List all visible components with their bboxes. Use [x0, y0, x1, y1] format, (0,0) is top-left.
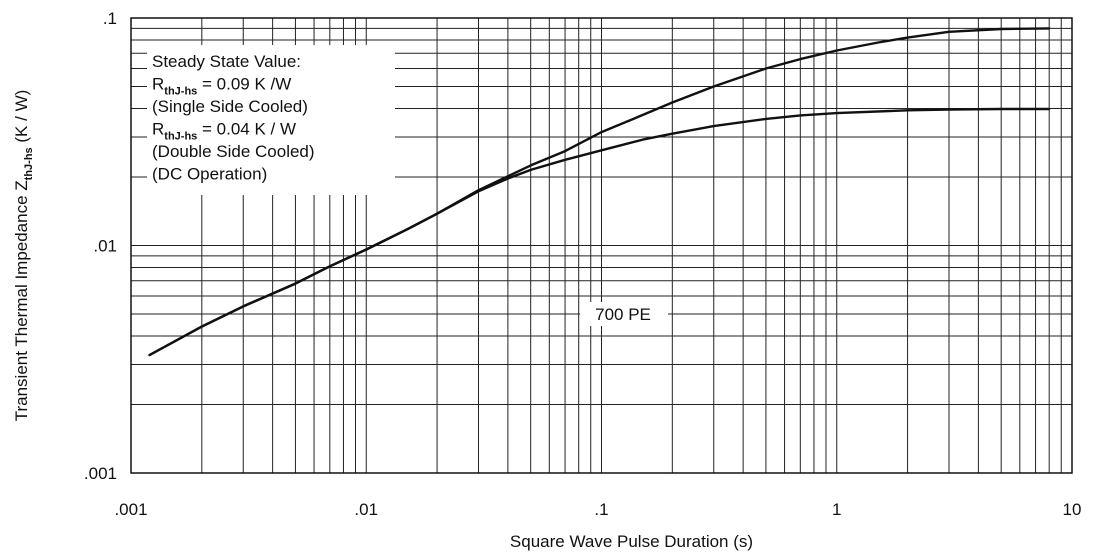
- annotation-line-4: RthJ-hs = 0.04 K / W: [152, 120, 296, 143]
- annotation-line-3: (Single Side Cooled): [152, 97, 308, 116]
- annotation-line-6: (DC Operation): [152, 165, 267, 184]
- series-layer: [148, 27, 1051, 357]
- x-tick-label: .001: [114, 500, 147, 519]
- annotation-line-1: Steady State Value:: [152, 52, 301, 71]
- y-tick-labels: .001 .01 .1: [84, 9, 117, 483]
- r-value-1: = 0.09 K /W: [197, 75, 291, 94]
- y-tick-label: .1: [103, 9, 117, 28]
- y-axis-label-subscript: thJ-hs: [23, 147, 35, 180]
- x-axis-label: Square Wave Pulse Duration (s): [510, 532, 753, 551]
- x-tick-labels: .001 .01 .1 1 10: [114, 500, 1081, 519]
- x-tick-label: 1: [832, 500, 841, 519]
- steady-state-annotation: Steady State Value: RthJ-hs = 0.09 K /W …: [147, 45, 395, 195]
- device-label: 700 PE: [595, 305, 651, 324]
- annotation-background: [147, 45, 395, 195]
- annotation-text: Steady State Value: RthJ-hs = 0.09 K /W …: [152, 52, 319, 184]
- r-symbol-2: R: [152, 120, 164, 139]
- annotation-line-5: (Double Side Cooled): [152, 142, 315, 161]
- r-symbol-1: R: [152, 75, 164, 94]
- device-label-background: [580, 302, 668, 326]
- series-line-2: [148, 107, 1051, 357]
- x-tick-label: .01: [354, 500, 378, 519]
- device-label-group: 700 PE: [580, 302, 668, 326]
- r-subscript-2: thJ-hs: [164, 131, 197, 143]
- annotation-line-2: RthJ-hs = 0.09 K /W: [152, 75, 291, 98]
- y-axis-label: Transient Thermal Impedance ZthJ-hs (K /…: [12, 90, 35, 422]
- y-tick-label: .01: [93, 237, 117, 256]
- plot-frame: [130, 17, 1073, 474]
- y-tick-label: .001: [84, 464, 117, 483]
- x-tick-label: .1: [594, 500, 608, 519]
- x-tick-label: 10: [1063, 500, 1082, 519]
- y-axis-label-unit: (K / W): [12, 90, 31, 148]
- r-subscript-1: thJ-hs: [164, 86, 197, 98]
- y-axis-label-main: Transient Thermal Impedance Z: [12, 180, 31, 421]
- r-value-2: = 0.04 K / W: [197, 120, 296, 139]
